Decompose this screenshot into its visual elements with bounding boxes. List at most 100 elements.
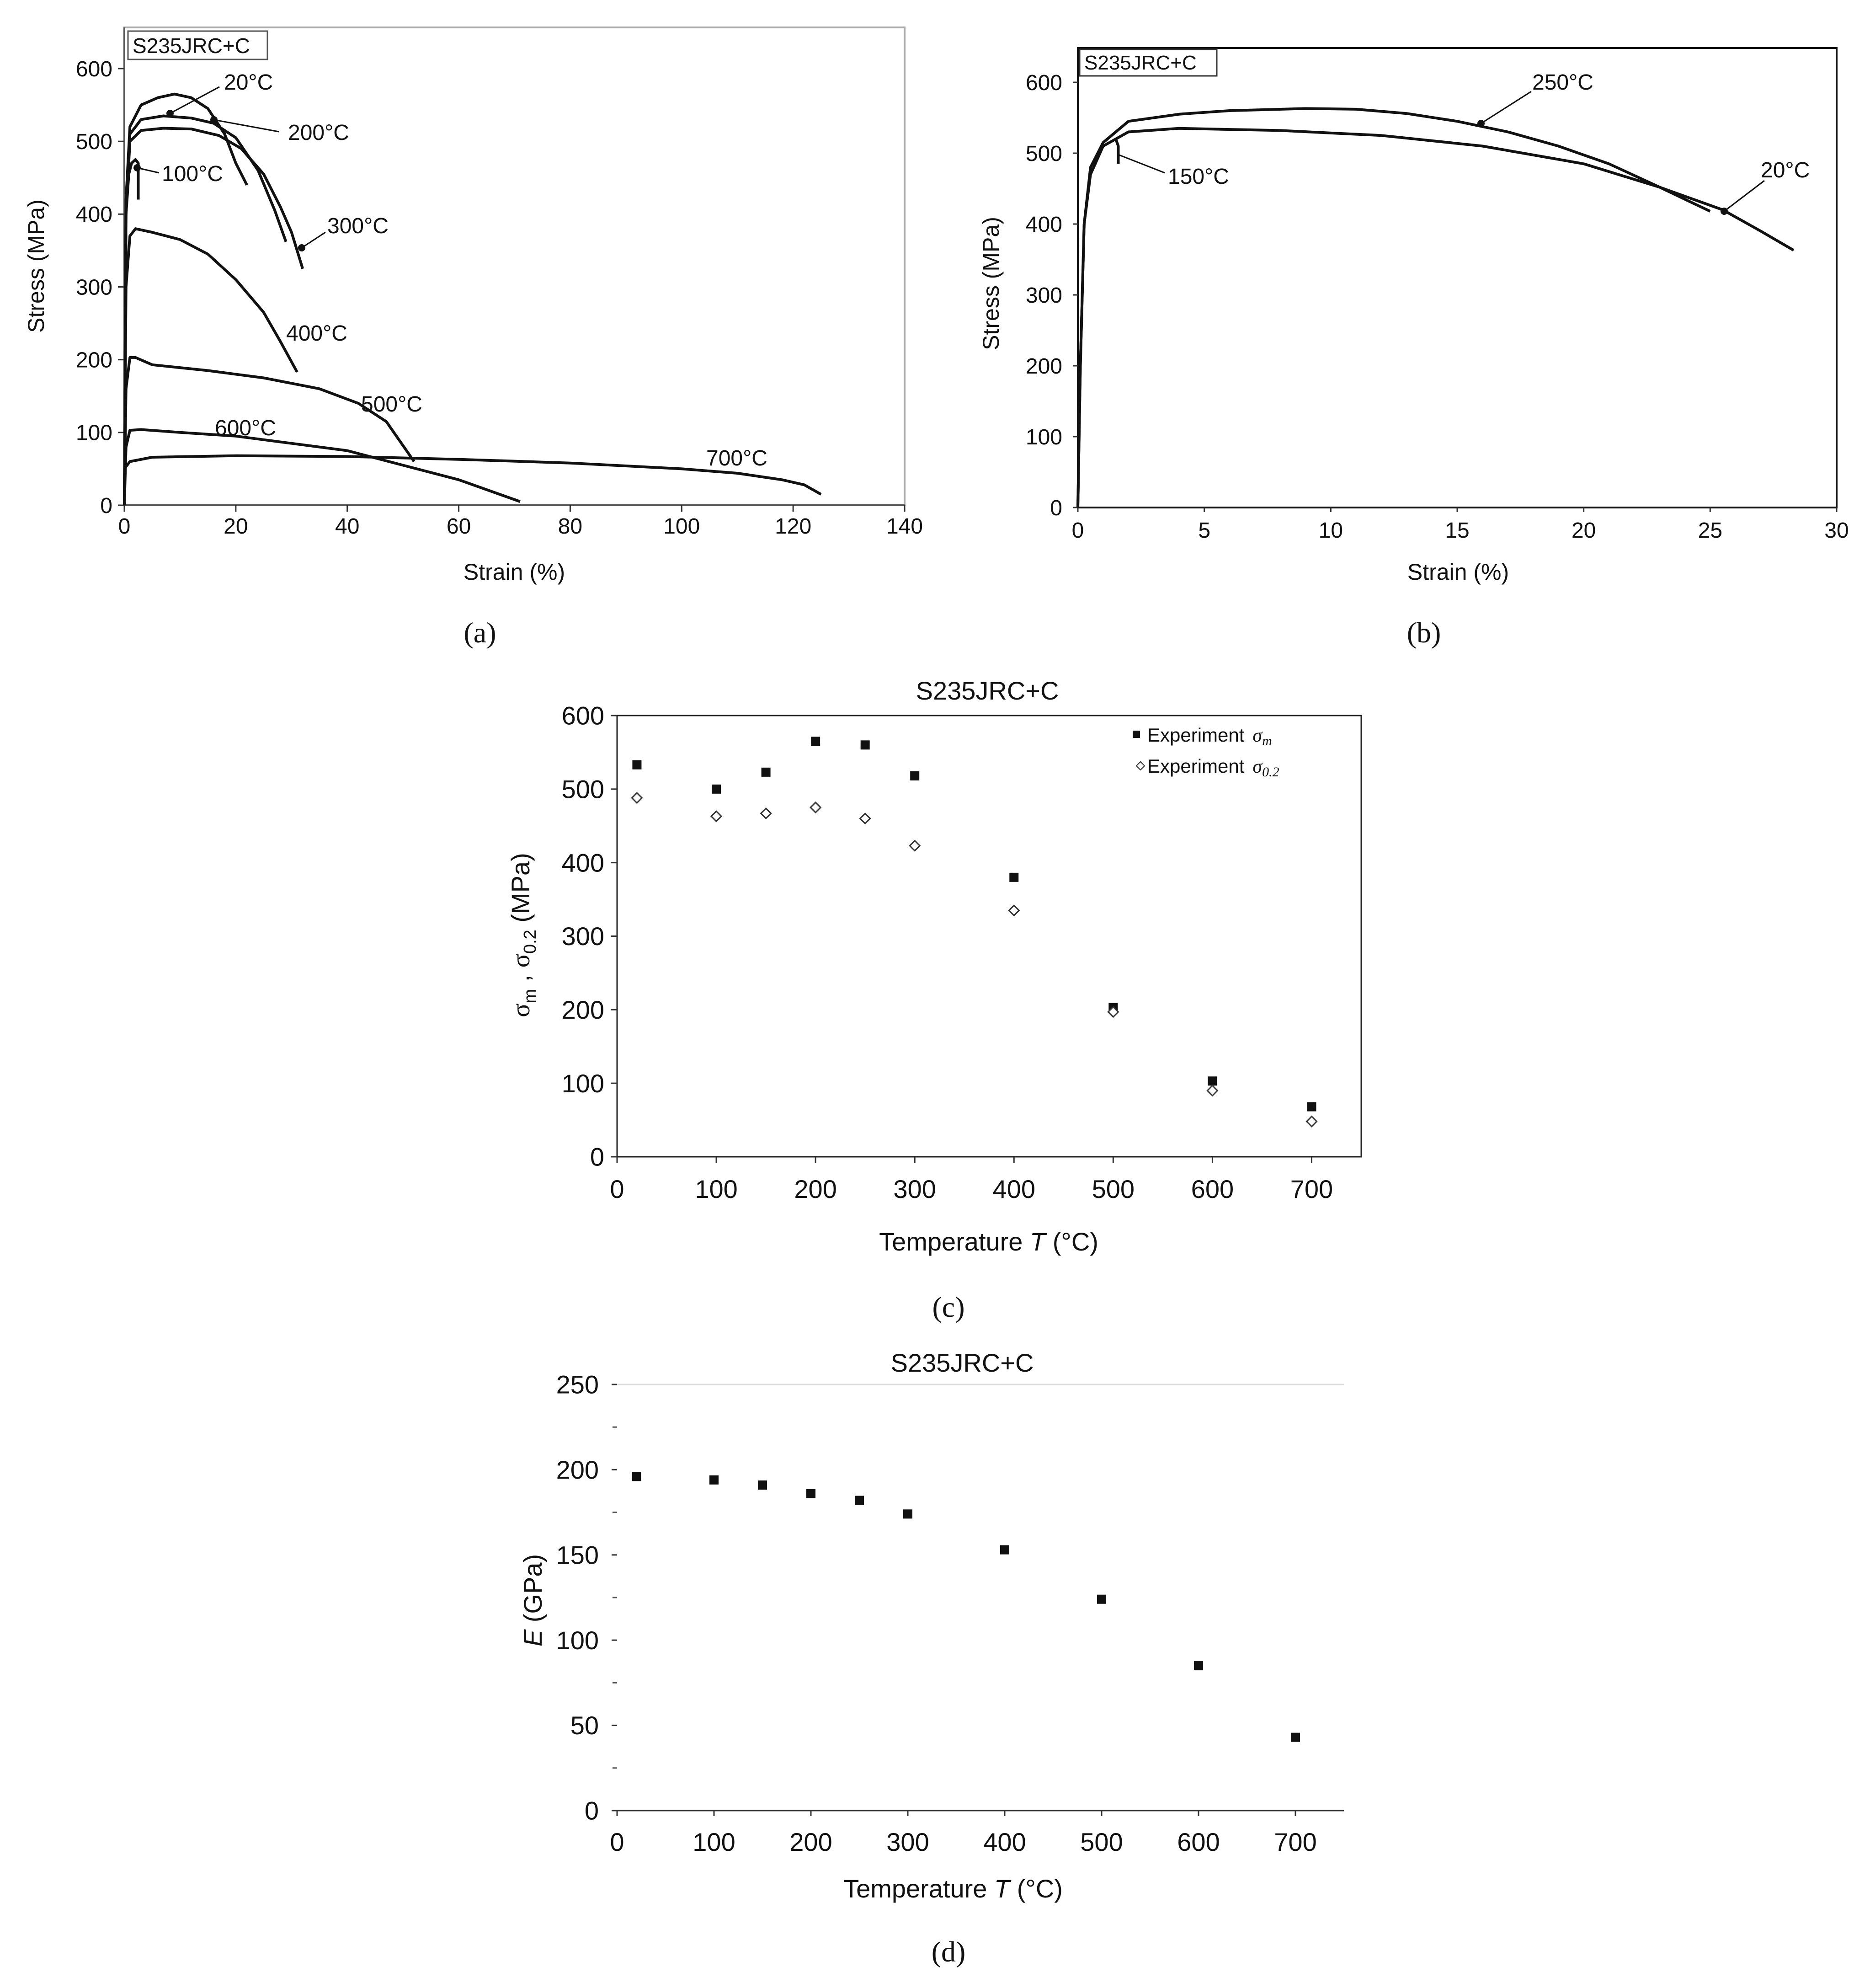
panel-a-frame (123, 27, 906, 506)
legend-sigma-m-label: Experiment σm (1147, 724, 1272, 748)
marker-b-20 (1721, 208, 1728, 215)
y-tick-label: 300 (562, 922, 604, 951)
panel-a-material-box (127, 30, 268, 60)
point-sigma-02 (909, 839, 921, 852)
curve-a-500c (123, 356, 416, 506)
legend-sigma-02-marker (1135, 761, 1145, 771)
y-tick-label: 200 (562, 995, 604, 1024)
curve-a-700c (123, 454, 822, 496)
panel-d-caption: (d) (932, 1935, 966, 1968)
y-tick-label: 250 (556, 1370, 599, 1399)
legend-sigma-02-prefix: Experiment (1147, 755, 1245, 777)
annot-a-100-leader (137, 167, 160, 174)
y-tick-label: 400 (1026, 213, 1062, 237)
panel-b-x-label: Strain (%) (1407, 559, 1509, 585)
x-tick-label: 0 (610, 1175, 624, 1203)
x-tick-label: 100 (693, 1828, 735, 1856)
legend-sigma-02-sub: 0.2 (1262, 764, 1279, 780)
y-tick-label: 200 (556, 1455, 599, 1484)
x-tick-label: 600 (1191, 1175, 1234, 1203)
y-tick-label: 500 (562, 775, 604, 803)
x-tick-label: 25 (1698, 518, 1722, 543)
y-tick-label: 100 (76, 421, 112, 445)
panel-c-title: S235JRC+C (916, 676, 1059, 705)
marker-a-20 (166, 110, 174, 117)
annot-a-20c: 20°C (224, 70, 273, 95)
y-tick-label: 0 (100, 494, 112, 518)
point-sigma-02 (1107, 1006, 1119, 1018)
x-tick-label: 200 (789, 1828, 832, 1856)
y-tick-label: 500 (76, 130, 112, 154)
annot-a-100c: 100°C (162, 162, 223, 186)
panel-c: S235JRC+C 0 100 200 300 400 500 600 700 0 100 200… (506, 676, 1362, 1323)
annot-b-20c: 20°C (1761, 158, 1810, 182)
x-tick-label: 500 (1092, 1175, 1135, 1203)
panel-b-y-ticks: 0 100 200 300 400 500 600 (1026, 71, 1078, 520)
panel-b-annotations: 250°C 20°C 150°C (1118, 70, 1810, 215)
panel-a-x-label: Strain (%) (464, 559, 565, 585)
point-e-modulus (1000, 1545, 1009, 1555)
x-tick-label: 40 (335, 514, 359, 539)
point-sigma-m (712, 784, 721, 794)
annot-b-250-leader (1481, 91, 1532, 124)
y-tick-label: 600 (76, 57, 112, 81)
annot-a-20-leader (170, 86, 220, 114)
y-tick-label: 600 (562, 701, 604, 730)
panel-c-caption: (c) (932, 1291, 964, 1323)
y-tick-label: 300 (76, 275, 112, 299)
x-tick-label: 20 (224, 514, 248, 539)
panel-a-annotations: 20°C 100°C 200°C 300°C 400°C 500°C 600°C… (137, 70, 767, 470)
panel-b-frame (1077, 47, 1838, 508)
x-tick-label: 10 (1319, 518, 1343, 543)
marker-a-100 (133, 164, 141, 171)
annot-b-150-leader (1118, 154, 1165, 174)
marker-b-250 (1477, 120, 1485, 127)
point-e-modulus (806, 1489, 815, 1498)
y-tick-label: 400 (562, 848, 604, 877)
point-e-modulus (632, 1472, 641, 1481)
x-tick-label: 140 (886, 514, 923, 539)
panel-d-points (632, 1472, 1300, 1742)
x-tick-label: 300 (893, 1175, 936, 1203)
y-tick-label: 500 (1026, 142, 1062, 166)
x-tick-label: 100 (695, 1175, 737, 1203)
x-tick-label: 5 (1198, 518, 1210, 543)
x-tick-label: 20 (1572, 518, 1596, 543)
point-sigma-m (1009, 872, 1019, 882)
curve-b-20c (1076, 127, 1795, 508)
x-tick-label: 600 (1177, 1828, 1220, 1856)
y-tick-label: 100 (1026, 425, 1062, 449)
marker-a-200 (210, 116, 218, 123)
legend-sigma-m-marker (1133, 731, 1140, 738)
x-tick-label: 15 (1445, 518, 1469, 543)
point-sigma-02 (1008, 904, 1020, 917)
panel-a-markers (133, 110, 305, 251)
legend-sigma-02-label: Experiment σ0.2 (1147, 755, 1279, 780)
x-tick-label: 0 (118, 514, 131, 539)
point-sigma-02 (710, 810, 723, 823)
annot-a-500c: 500°C (361, 392, 422, 417)
annot-a-400c: 400°C (286, 321, 347, 346)
y-tick-label: 400 (76, 203, 112, 227)
point-e-modulus (1291, 1732, 1300, 1742)
point-sigma-02 (631, 792, 643, 804)
panel-a: 0 20 40 60 80 100 120 140 0 100 200 300 400 500 600 S… (23, 27, 923, 649)
curve-a-300c (123, 127, 304, 506)
annot-a-600c: 600°C (215, 416, 276, 440)
panel-a-y-ticks: 0 100 200 300 400 500 600 (76, 57, 124, 518)
point-sigma-m (860, 740, 870, 750)
y-tick-label: 100 (556, 1626, 599, 1655)
annot-a-300-leader (301, 231, 326, 249)
point-e-modulus (709, 1475, 719, 1485)
panel-d-y-ticks: 0 50 100 150 200 250 (556, 1370, 617, 1825)
marker-a-300 (298, 244, 305, 251)
x-tick-label: 300 (886, 1828, 929, 1856)
legend-sigma-m-prefix: Experiment (1147, 724, 1245, 746)
point-e-modulus (903, 1509, 912, 1519)
curve-a-600c (123, 428, 521, 506)
panel-d-x-ticks: 0 100 200 300 400 500 600 700 (610, 1811, 1317, 1856)
point-sigma-02 (1305, 1115, 1318, 1128)
x-tick-label: 200 (794, 1175, 836, 1203)
y-tick-label: 0 (585, 1796, 599, 1825)
x-tick-label: 700 (1290, 1175, 1333, 1203)
